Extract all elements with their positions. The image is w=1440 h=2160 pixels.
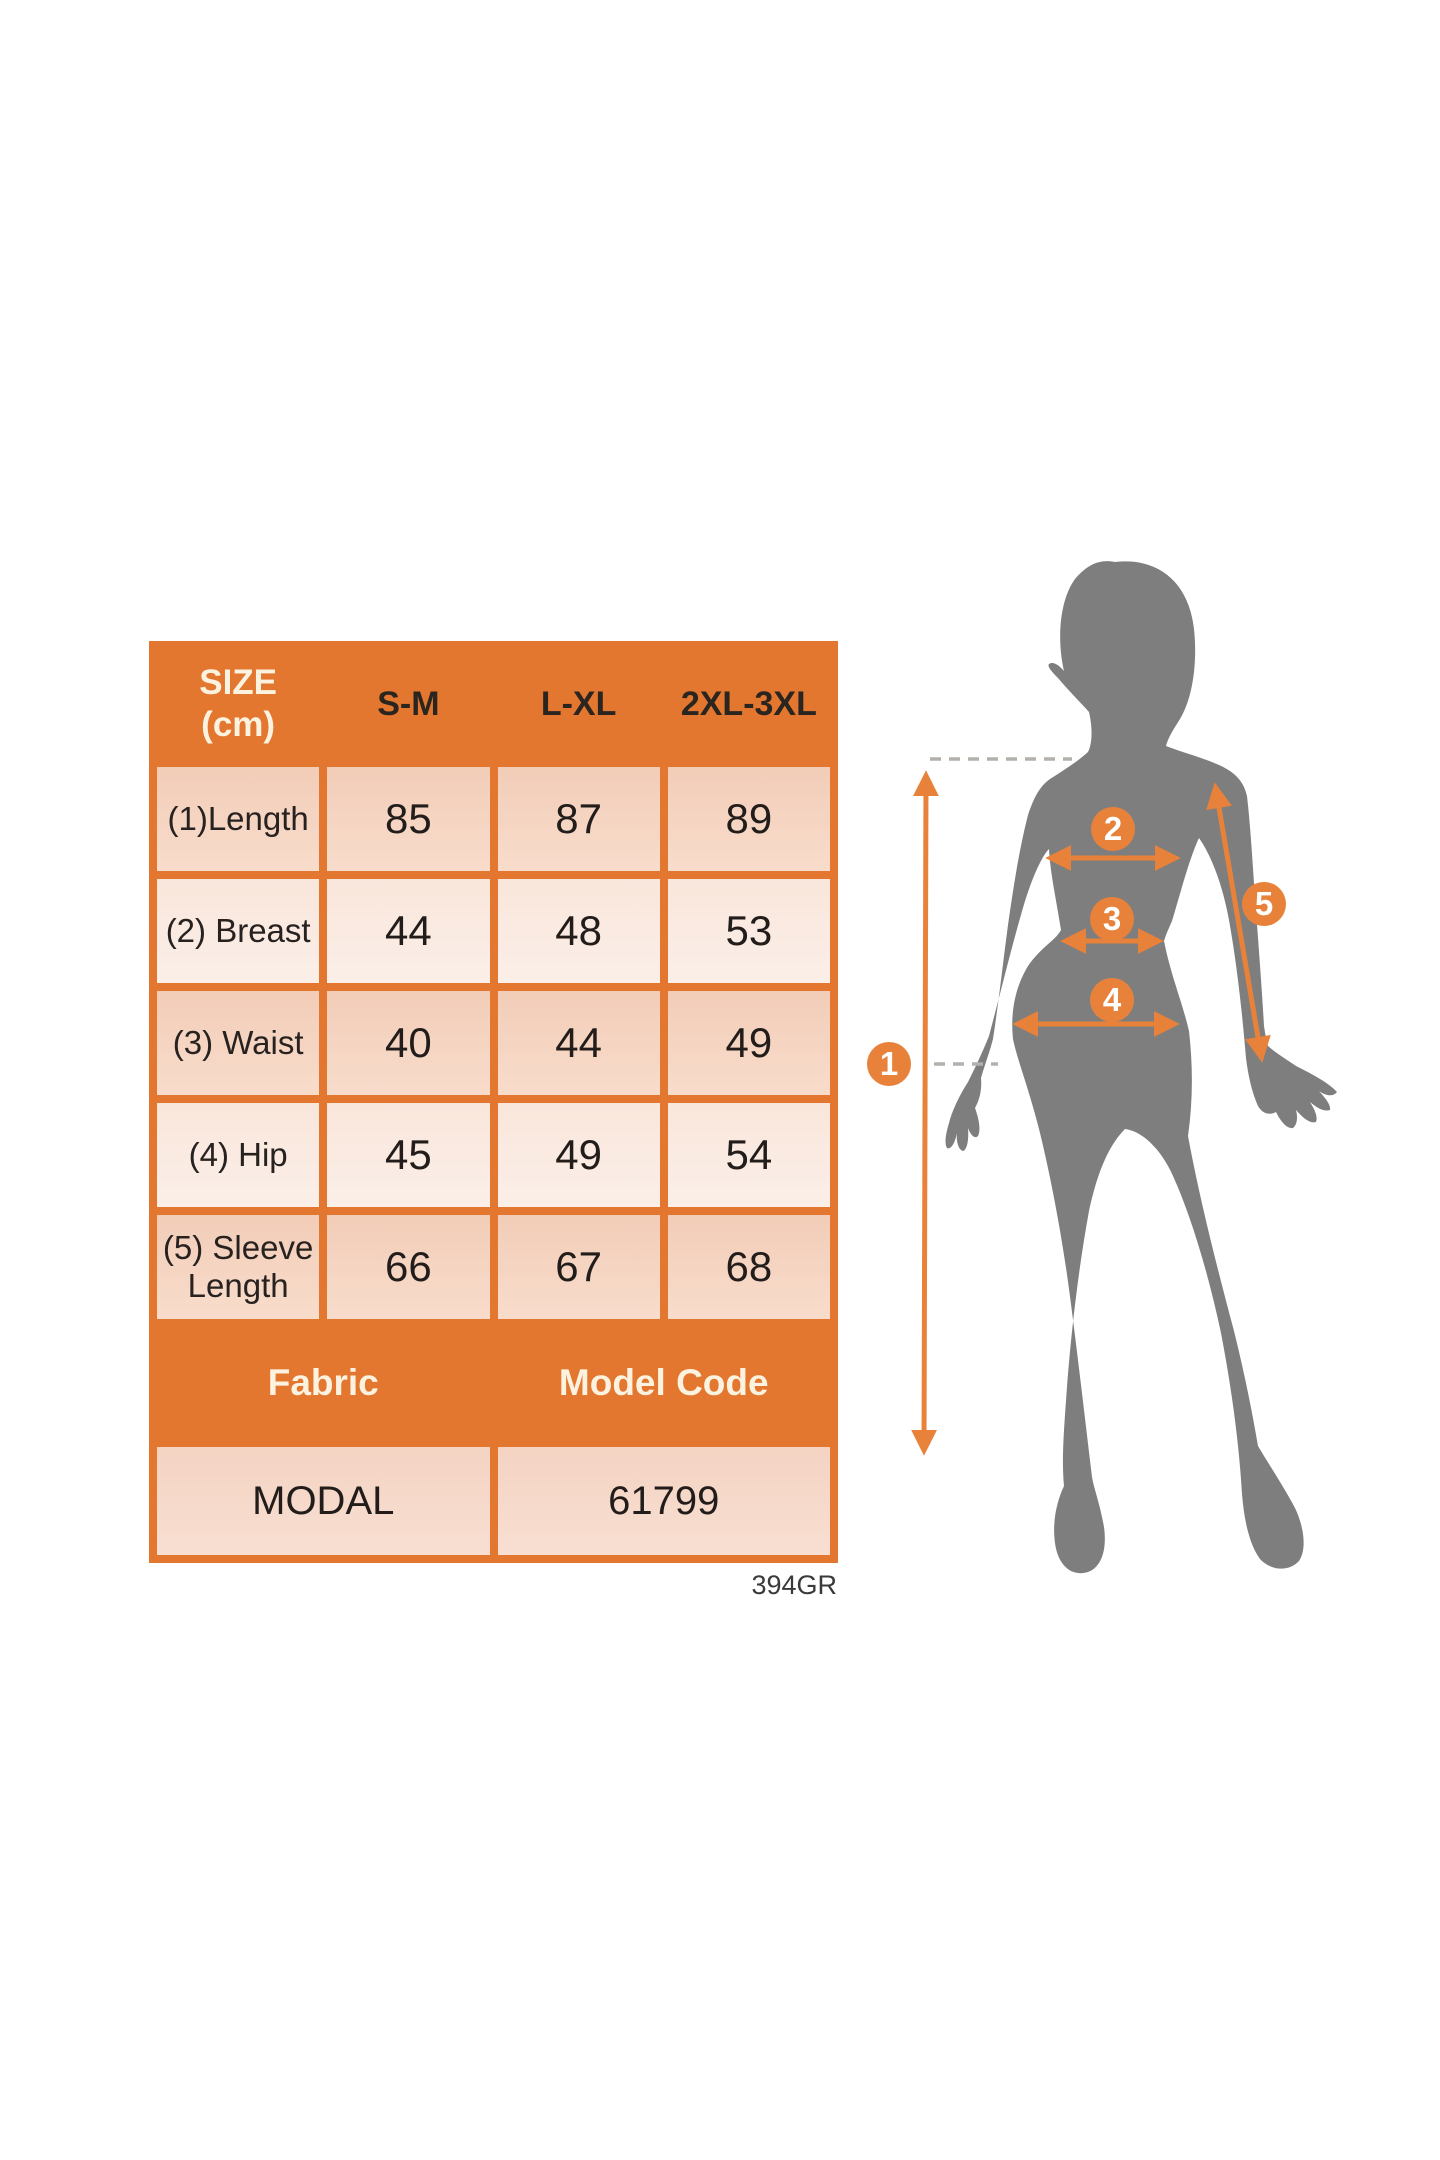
marker-label-2: 2 bbox=[1104, 810, 1122, 847]
info-value-row: MODAL 61799 bbox=[157, 1447, 830, 1555]
cell-value: 53 bbox=[667, 879, 830, 983]
row-label: (5) Sleeve Length bbox=[157, 1215, 320, 1319]
table-row-length: (1)Length 85 87 89 bbox=[157, 767, 830, 871]
measurement-diagram: 1 2 3 4 5 bbox=[867, 561, 1337, 1574]
table-row-waist: (3) Waist 40 44 49 bbox=[157, 991, 830, 1095]
table-header-row: SIZE (cm) S-M L-XL 2XL-3XL bbox=[157, 649, 830, 759]
marker-circle-4 bbox=[1090, 978, 1134, 1022]
marker-circle-5 bbox=[1242, 882, 1286, 926]
cell-value: 44 bbox=[327, 879, 490, 983]
row-label: (1)Length bbox=[157, 767, 320, 871]
cell-value: 45 bbox=[327, 1103, 490, 1207]
marker-label-1: 1 bbox=[880, 1045, 898, 1082]
size-table: SIZE (cm) S-M L-XL 2XL-3XL (1)Length 85 … bbox=[149, 641, 838, 1563]
column-header-2xl-3xl: 2XL-3XL bbox=[680, 684, 817, 723]
cell-value: 85 bbox=[327, 767, 490, 871]
sleeve-arrow bbox=[1206, 782, 1271, 1063]
cell-value: 67 bbox=[497, 1215, 660, 1319]
model-code-header: Model Code bbox=[558, 1362, 769, 1403]
cell-value: 48 bbox=[497, 879, 660, 983]
cell-value: 49 bbox=[497, 1103, 660, 1207]
cell-value: 54 bbox=[667, 1103, 830, 1207]
cell-value: 40 bbox=[327, 991, 490, 1095]
body-silhouette bbox=[945, 561, 1337, 1574]
model-code-value: 61799 bbox=[497, 1447, 830, 1555]
row-label: (2) Breast bbox=[157, 879, 320, 983]
marker-circle-3 bbox=[1090, 897, 1134, 941]
marker-label-5: 5 bbox=[1255, 885, 1273, 922]
cell-value: 87 bbox=[497, 767, 660, 871]
column-header-l-xl: L-XL bbox=[540, 684, 617, 723]
weight-note: 394GR bbox=[751, 1570, 837, 1600]
fabric-value: MODAL bbox=[157, 1447, 490, 1555]
cell-value: 44 bbox=[497, 991, 660, 1095]
marker-circle-1 bbox=[867, 1042, 911, 1086]
table-row-sleeve-length: (5) Sleeve Length 66 67 68 bbox=[157, 1215, 830, 1319]
row-label: (4) Hip bbox=[157, 1103, 320, 1207]
cell-value: 68 bbox=[667, 1215, 830, 1319]
table-row-breast: (2) Breast 44 48 53 bbox=[157, 879, 830, 983]
row-label: (3) Waist bbox=[157, 991, 320, 1095]
table-row-hip: (4) Hip 45 49 54 bbox=[157, 1103, 830, 1207]
size-unit-header: SIZE (cm) bbox=[199, 663, 278, 744]
cell-value: 89 bbox=[667, 767, 830, 871]
cell-value: 49 bbox=[667, 991, 830, 1095]
marker-label-4: 4 bbox=[1103, 981, 1122, 1018]
info-header-row: Fabric Model Code bbox=[157, 1327, 830, 1439]
marker-label-3: 3 bbox=[1103, 900, 1121, 937]
fabric-header: Fabric bbox=[267, 1362, 379, 1403]
cell-value: 66 bbox=[327, 1215, 490, 1319]
column-header-s-m: S-M bbox=[377, 684, 440, 723]
marker-circle-2 bbox=[1091, 807, 1135, 851]
length-arrow bbox=[911, 770, 939, 1456]
